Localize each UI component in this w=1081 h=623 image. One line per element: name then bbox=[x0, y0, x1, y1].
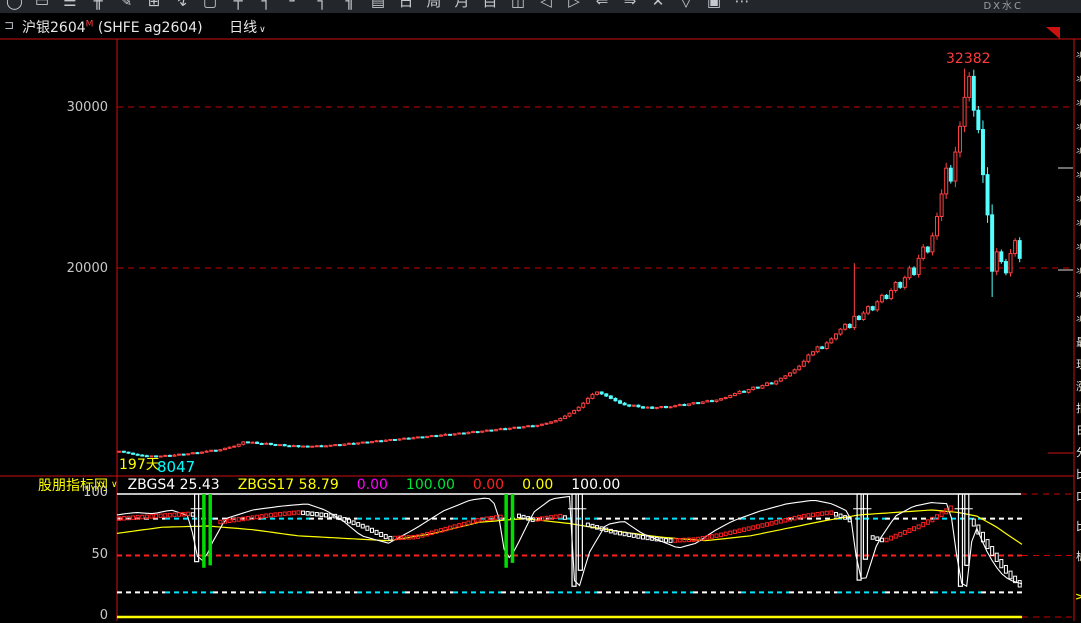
oscillator-spikes bbox=[190, 493, 973, 587]
right-axis-fragment[interactable]: 氺 bbox=[1076, 123, 1081, 133]
osc-label-0: 0 bbox=[99, 608, 108, 623]
box-plus-icon[interactable]: ⊞ bbox=[147, 0, 161, 10]
tick-icon[interactable]: ┬ bbox=[233, 0, 243, 10]
right-axis-fragment[interactable]: 氺 bbox=[1076, 99, 1081, 109]
period-day-icon[interactable]: 日 bbox=[398, 0, 414, 10]
doc-icon[interactable]: ▣ bbox=[706, 0, 722, 10]
period-month-icon[interactable]: 月 bbox=[454, 0, 470, 10]
right-axis-fragment[interactable]: 氺 bbox=[1076, 171, 1081, 181]
oscillator-levels bbox=[117, 493, 1074, 619]
peak-price-label: 32382 bbox=[946, 51, 991, 67]
back-icon[interactable]: ⇐ bbox=[595, 0, 609, 10]
right-tab-label[interactable]: 现 bbox=[1076, 356, 1081, 372]
pen-icon[interactable]: ✎ bbox=[119, 0, 133, 10]
candlestick-series bbox=[117, 68, 1022, 458]
osc-label-100: 100 bbox=[83, 485, 108, 500]
more-icon[interactable]: ⋯ bbox=[734, 0, 750, 10]
listing-days-label: 197天 bbox=[119, 457, 160, 473]
period-list-icon[interactable]: 目 bbox=[482, 0, 498, 10]
top-toolbar: ◯ ▭ ☰ ╫ ✎ ⊞ ↯ ▢ ┬ ┤ ┘ ┐ ╢ ▤ 日 周 月 目 ◫ ◁ ▷ ⇐ ⇒ ✕ ▽ ▣ ⋯ DX水C bbox=[0, 0, 1081, 13]
toolbar-icon-row: ◯ ▭ ☰ ╫ ✎ ⊞ ↯ ▢ ┬ ┤ ┘ ┐ ╢ ▤ 日 周 月 目 ◫ ◁ ▷ ⇐ ⇒ ✕ ▽ ▣ ⋯ bbox=[6, 0, 750, 11]
indicator-field: 0.00 bbox=[472, 476, 505, 493]
bars-icon[interactable]: ╢ bbox=[345, 0, 355, 10]
circle-icon[interactable]: ◯ bbox=[6, 0, 23, 10]
expand-arrow-icon[interactable]: > bbox=[1075, 590, 1081, 603]
right-tab-label[interactable]: 比 bbox=[1076, 466, 1081, 482]
close-icon[interactable]: ✕ bbox=[651, 0, 665, 10]
symbol-name[interactable]: 沪银2604 bbox=[22, 20, 86, 36]
right-tab-label[interactable]: 日 bbox=[1076, 422, 1081, 438]
indicator-field: 0.00 bbox=[356, 476, 388, 493]
right-axis-fragment[interactable]: 氺 bbox=[1076, 75, 1081, 85]
right-tab-label[interactable]: 最 bbox=[1076, 334, 1081, 350]
zbgs4-line bbox=[116, 495, 1023, 588]
indicator-field: 100.00 bbox=[405, 476, 455, 493]
lowest-price-label: 8047 bbox=[157, 458, 196, 476]
indicator-field: 100.00 bbox=[571, 476, 621, 493]
price-label-30000: 30000 bbox=[66, 100, 108, 115]
pane-icon[interactable]: ◫ bbox=[510, 0, 526, 10]
indicator-name[interactable]: 股朋指标网 bbox=[38, 477, 108, 494]
osc-label-50: 50 bbox=[91, 547, 108, 562]
oscillator-candles bbox=[117, 505, 1022, 588]
indicator-header: 股朋指标网 ∨ ZBGS4 25.43 ZBGS17 58.79 0.00 100.0… bbox=[38, 476, 639, 494]
indicator-field: 0.00 bbox=[522, 476, 554, 493]
corner-left-icon[interactable]: ┤ bbox=[261, 0, 271, 10]
indicator-values: ZBGS4 25.43 ZBGS17 58.79 0.00 100.00 0.00 0.0… bbox=[128, 477, 639, 493]
grid-plus-icon[interactable]: ╫ bbox=[93, 0, 103, 10]
right-axis-fragment[interactable]: 氺 bbox=[1076, 51, 1081, 61]
down-icon[interactable]: ▽ bbox=[680, 0, 692, 10]
chart-title-bar: ⊐ 沪银2604M (SHFE ag2604) 日线 ∨ bbox=[0, 13, 1081, 39]
zbgs17-line bbox=[116, 509, 1023, 545]
right-tab-label[interactable]: 涨 bbox=[1076, 378, 1081, 394]
symbol-marker: M bbox=[85, 19, 94, 30]
right-axis-fragment[interactable]: 氺 bbox=[1076, 291, 1081, 301]
prev-icon[interactable]: ◁ bbox=[540, 0, 552, 10]
corner2-icon[interactable]: ┐ bbox=[317, 0, 327, 10]
next-icon[interactable]: ▷ bbox=[568, 0, 580, 10]
period-caret-icon[interactable]: ∨ bbox=[259, 25, 266, 35]
right-axis-fragment[interactable]: 氺 bbox=[1076, 147, 1081, 157]
period-week-icon[interactable]: 周 bbox=[426, 0, 442, 10]
dashed-box-icon[interactable]: ▭ bbox=[34, 0, 50, 10]
indicator-field: ZBGS4 25.43 bbox=[127, 476, 220, 493]
rows-icon[interactable]: ▤ bbox=[370, 0, 386, 10]
flash-icon[interactable]: ↯ bbox=[175, 0, 189, 10]
right-tab-label[interactable]: 指 bbox=[1076, 400, 1081, 416]
corner-icon[interactable]: ┘ bbox=[289, 0, 299, 10]
right-tab-label[interactable]: 栌 bbox=[1076, 548, 1081, 564]
period-selector[interactable]: 日线 bbox=[229, 20, 258, 36]
right-axis-fragment[interactable]: 氺 bbox=[1076, 219, 1081, 229]
right-tab-label[interactable]: 比 bbox=[1076, 518, 1081, 534]
chart-frame bbox=[0, 27, 1081, 621]
right-tab-label[interactable]: 分 bbox=[1076, 444, 1081, 460]
toolbar-right-label: DX水C bbox=[983, 1, 1023, 12]
right-axis-fragment[interactable]: 氺 bbox=[1076, 195, 1081, 205]
right-tab-label[interactable]: 口 bbox=[1076, 488, 1081, 504]
monitor-icon[interactable]: ▢ bbox=[202, 0, 218, 10]
price-label-20000: 20000 bbox=[66, 261, 108, 276]
symbol-exchange: (SHFE ag2604) bbox=[97, 20, 203, 36]
right-axis-fragment[interactable]: 氺 bbox=[1076, 267, 1081, 277]
lines-icon[interactable]: ☰ bbox=[63, 0, 77, 10]
window-icon: ⊐ bbox=[4, 18, 15, 32]
right-axis-fragment[interactable]: 氺 bbox=[1076, 243, 1081, 253]
indicator-caret-icon[interactable]: ∨ bbox=[111, 479, 118, 490]
forward-icon[interactable]: ⇒ bbox=[623, 0, 637, 10]
indicator-field: ZBGS17 58.79 bbox=[237, 476, 339, 493]
right-axis-fragment[interactable]: 氺 bbox=[1076, 315, 1081, 325]
